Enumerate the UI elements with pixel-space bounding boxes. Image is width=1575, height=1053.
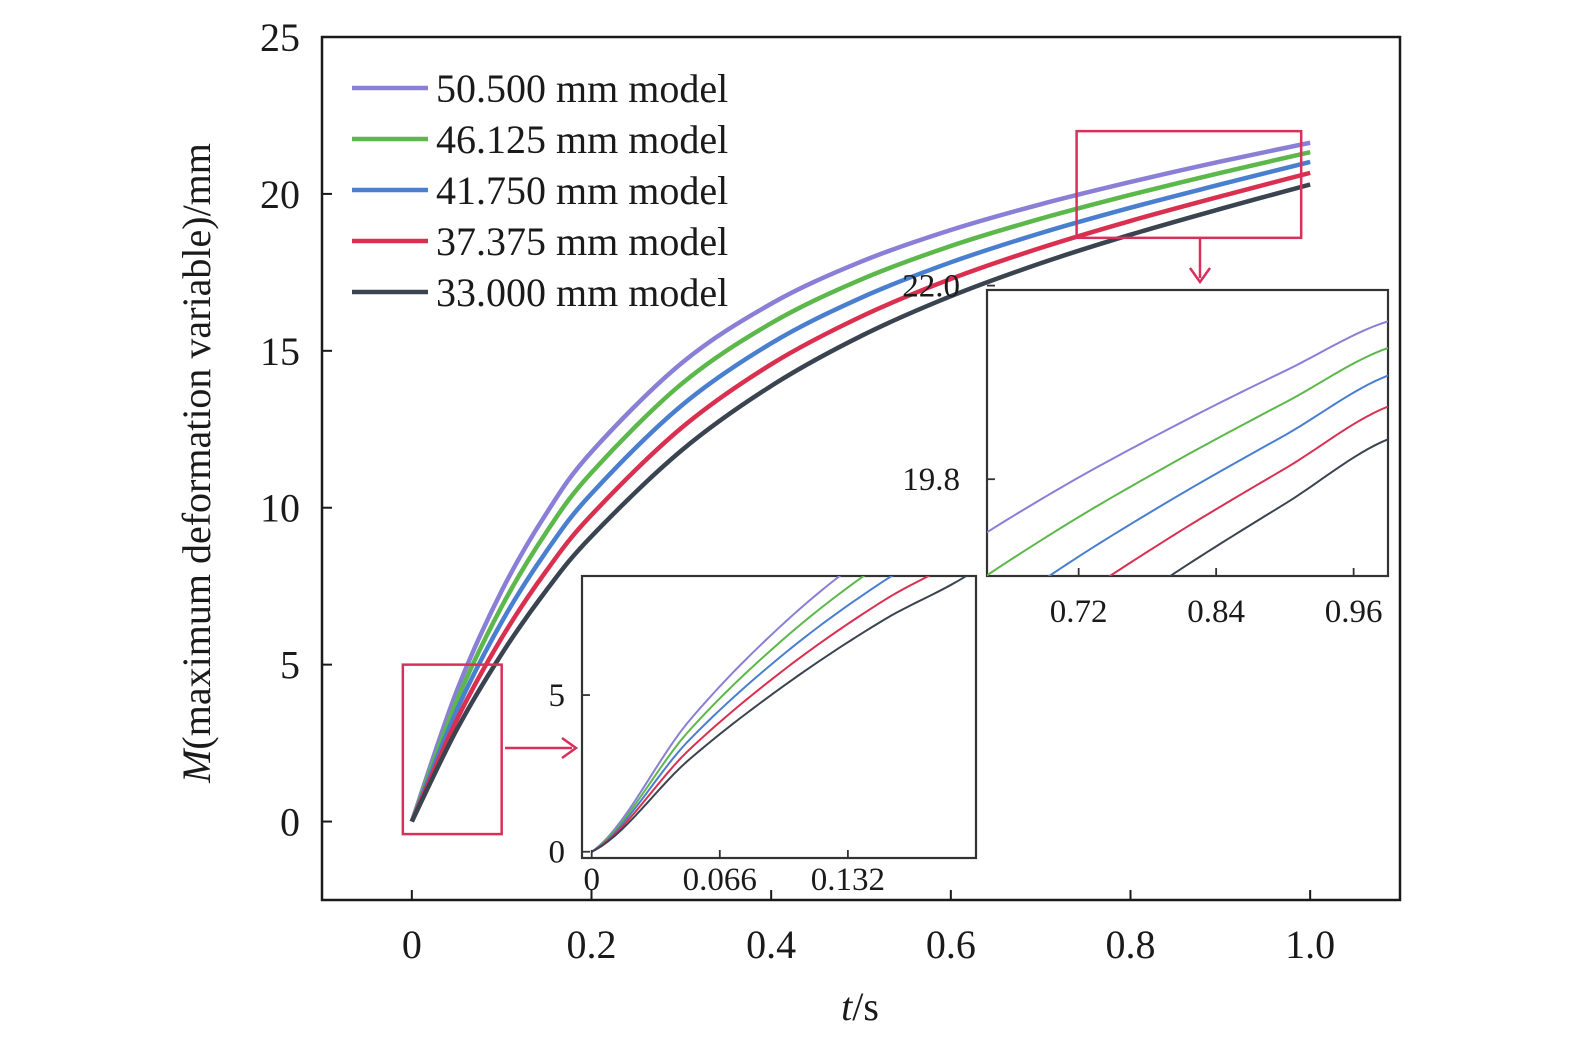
inset-bottom: 0 0.066 0.132 0 5 — [549, 574, 978, 898]
inset-series-line — [1108, 405, 1388, 576]
inset-series-line — [987, 347, 1388, 576]
x-tick-label: 0.6 — [926, 922, 976, 967]
y-tick-label: 10 — [260, 486, 300, 531]
legend-label: 50.500 mm model — [436, 66, 728, 111]
inset-y-tick-label: 0 — [549, 835, 566, 871]
series-line — [409, 159, 1311, 823]
legend: 50.500 mm model 46.125 mm model 41.750 mm … — [352, 66, 728, 315]
main-plot-area: 0 0.2 0.4 0.6 0.8 1.0 0 5 10 15 20 25 — [260, 15, 1402, 967]
inset-y-tick-label: 5 — [549, 678, 566, 714]
plot-frame — [320, 35, 1402, 902]
inset-x-tick-label: 0.72 — [1050, 594, 1108, 630]
inset-top-right: 0.72 0.84 0.96 19.8 22.0 — [902, 269, 1390, 630]
zoom-boxes — [401, 129, 1303, 836]
zoom-arrow-head — [561, 736, 579, 760]
y-tick-label: 20 — [260, 172, 300, 217]
inset-y-tick-label: 22.0 — [902, 269, 960, 305]
legend-label: 41.750 mm model — [436, 168, 728, 213]
inset-x-tick-label: 0.84 — [1187, 594, 1245, 630]
inset-series-line — [987, 320, 1388, 534]
y-tick-label: 0 — [280, 800, 300, 845]
x-tick-label: 0.8 — [1106, 922, 1156, 967]
inset-x-tick-label: 0.96 — [1325, 594, 1383, 630]
inset-frame — [985, 288, 1390, 578]
inset-series-line — [591, 576, 931, 853]
y-tick-label: 25 — [260, 15, 300, 60]
inset-series-line — [591, 576, 969, 853]
series-line — [409, 170, 1311, 823]
y-tick-label: 15 — [260, 329, 300, 374]
x-tick-label: 0.2 — [567, 922, 617, 967]
inset-series-line — [1168, 438, 1388, 576]
inset-series-line — [1047, 374, 1388, 576]
inset-series-line — [591, 576, 866, 853]
y-tick-label: 5 — [280, 643, 300, 688]
inset-series-line — [591, 576, 842, 853]
x-tick-label: 1.0 — [1285, 922, 1335, 967]
inset-x-tick-label: 0.066 — [683, 862, 757, 898]
zoom-box — [1075, 129, 1303, 240]
x-tick-label: 0 — [402, 922, 422, 967]
series-line — [409, 140, 1311, 823]
legend-label: 33.000 mm model — [436, 270, 728, 315]
inset-x-tick-label: 0 — [583, 862, 600, 898]
legend-label: 46.125 mm model — [436, 117, 728, 162]
series-line — [409, 149, 1311, 823]
inset-frame — [580, 574, 978, 860]
x-tick-label: 0.4 — [746, 922, 796, 967]
x-axis-label: t/s — [841, 984, 879, 1029]
inset-y-tick-label: 19.8 — [902, 462, 960, 498]
zoom-box — [401, 663, 503, 836]
legend-label: 37.375 mm model — [436, 219, 728, 264]
zoom-arrow-head — [1188, 267, 1212, 285]
inset-series-line — [591, 576, 894, 853]
series-line — [409, 182, 1311, 823]
y-axis-label: M(maximum deformation variable)/mm — [174, 143, 219, 784]
inset-x-tick-label: 0.132 — [811, 862, 885, 898]
